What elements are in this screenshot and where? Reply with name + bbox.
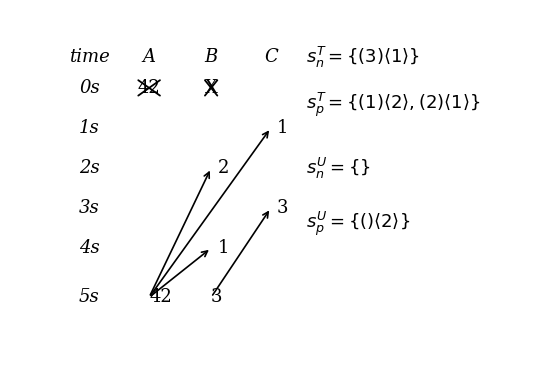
Text: X: X xyxy=(205,79,217,97)
Text: 2s: 2s xyxy=(79,159,100,177)
Text: B: B xyxy=(204,48,218,66)
Text: 1: 1 xyxy=(217,239,229,257)
Text: A: A xyxy=(143,48,156,66)
Text: time: time xyxy=(69,48,110,66)
Text: $s_p^U = \{()\langle 2\rangle\}$: $s_p^U = \{()\langle 2\rangle\}$ xyxy=(306,210,411,238)
Text: 2: 2 xyxy=(217,159,229,177)
Text: 42: 42 xyxy=(138,79,160,97)
Text: C: C xyxy=(264,48,278,66)
Text: 5s: 5s xyxy=(79,288,100,306)
Text: 3s: 3s xyxy=(79,199,100,217)
Text: 3: 3 xyxy=(211,288,223,306)
Text: 1s: 1s xyxy=(79,119,100,137)
Text: 1: 1 xyxy=(277,119,288,137)
Text: 0s: 0s xyxy=(79,79,100,97)
Text: $s_n^U = \{\}$: $s_n^U = \{\}$ xyxy=(306,156,371,181)
Text: $s_p^T = \{(1)\langle 2\rangle,(2)\langle 1\rangle\}$: $s_p^T = \{(1)\langle 2\rangle,(2)\langl… xyxy=(306,91,481,119)
Text: $s_n^T = \{(3)\langle 1\rangle\}$: $s_n^T = \{(3)\langle 1\rangle\}$ xyxy=(306,44,421,69)
Text: 3: 3 xyxy=(277,199,288,217)
Text: 42: 42 xyxy=(149,288,172,306)
Text: 4s: 4s xyxy=(79,239,100,257)
